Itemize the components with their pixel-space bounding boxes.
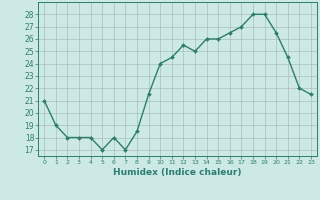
X-axis label: Humidex (Indice chaleur): Humidex (Indice chaleur) xyxy=(113,168,242,177)
